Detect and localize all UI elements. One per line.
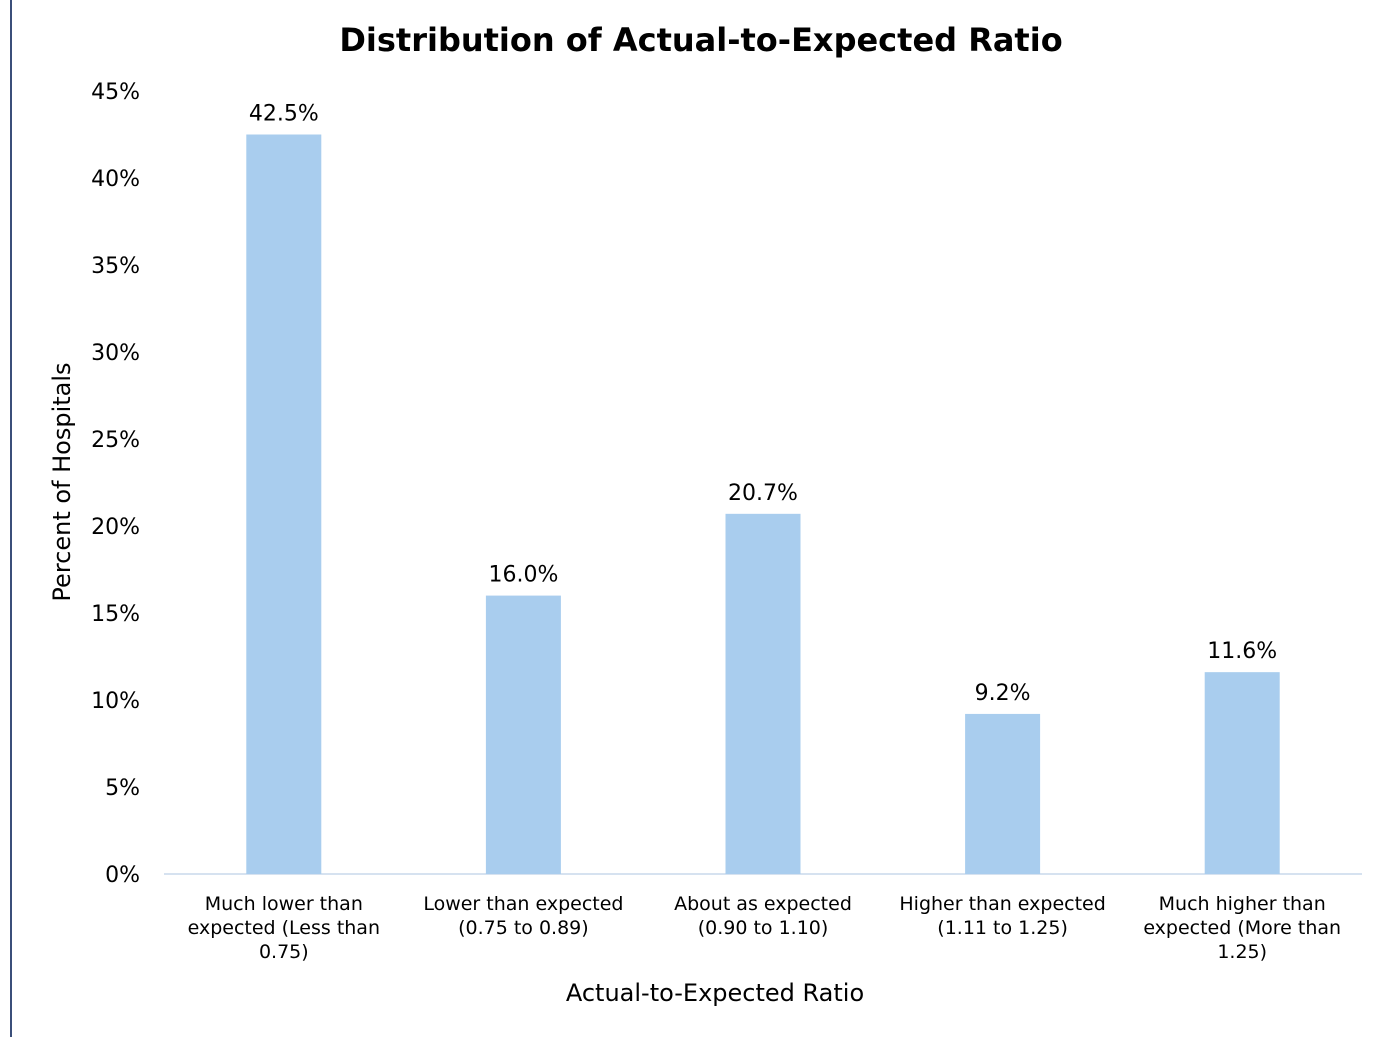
- y-tick-label: 40%: [91, 167, 140, 192]
- category-label: Much lower than expected (Less than 0.75): [188, 893, 380, 963]
- data-labels-group: 42.5% 16.0% 20.7% 9.2% 11.6%: [249, 102, 1277, 706]
- y-tick-label: 5%: [105, 776, 140, 801]
- bar-data-label: 9.2%: [975, 681, 1031, 706]
- bar: [1204, 672, 1280, 874]
- bar-data-label: 11.6%: [1207, 639, 1277, 664]
- y-tick-label: 0%: [105, 863, 140, 888]
- category-label: Higher than expected (1.11 to 1.25): [899, 893, 1105, 939]
- bar-data-label: 20.7%: [728, 481, 798, 506]
- y-tick-label: 30%: [91, 341, 140, 366]
- bars-group: [246, 134, 1280, 874]
- page-left-border: [10, 0, 12, 1037]
- x-axis-title: Actual-to-Expected Ratio: [566, 979, 864, 1007]
- y-axis-title: Percent of Hospitals: [48, 362, 76, 601]
- y-tick-label: 45%: [91, 80, 140, 105]
- y-tick-label: 15%: [91, 602, 140, 627]
- category-labels-group: Much lower than expected (Less than 0.75) L…: [188, 893, 1341, 963]
- y-axis-ticks: 0% 5% 10% 15% 20% 25% 30% 35% 40% 45%: [91, 80, 140, 888]
- category-label: Much higher than expected (More than 1.25): [1143, 893, 1341, 963]
- bar-data-label: 16.0%: [488, 563, 558, 588]
- y-tick-label: 35%: [91, 254, 140, 279]
- bar: [485, 595, 561, 874]
- y-tick-label: 25%: [91, 428, 140, 453]
- bar: [246, 134, 322, 874]
- category-label: About as expected (0.90 to 1.10): [674, 893, 852, 939]
- bar: [965, 713, 1041, 874]
- bar-data-label: 42.5%: [249, 102, 319, 127]
- bar: [725, 513, 801, 874]
- chart-title: Distribution of Actual-to-Expected Ratio: [339, 21, 1062, 59]
- y-tick-label: 20%: [91, 515, 140, 540]
- y-tick-label: 10%: [91, 689, 140, 714]
- category-label: Lower than expected (0.75 to 0.89): [423, 893, 623, 939]
